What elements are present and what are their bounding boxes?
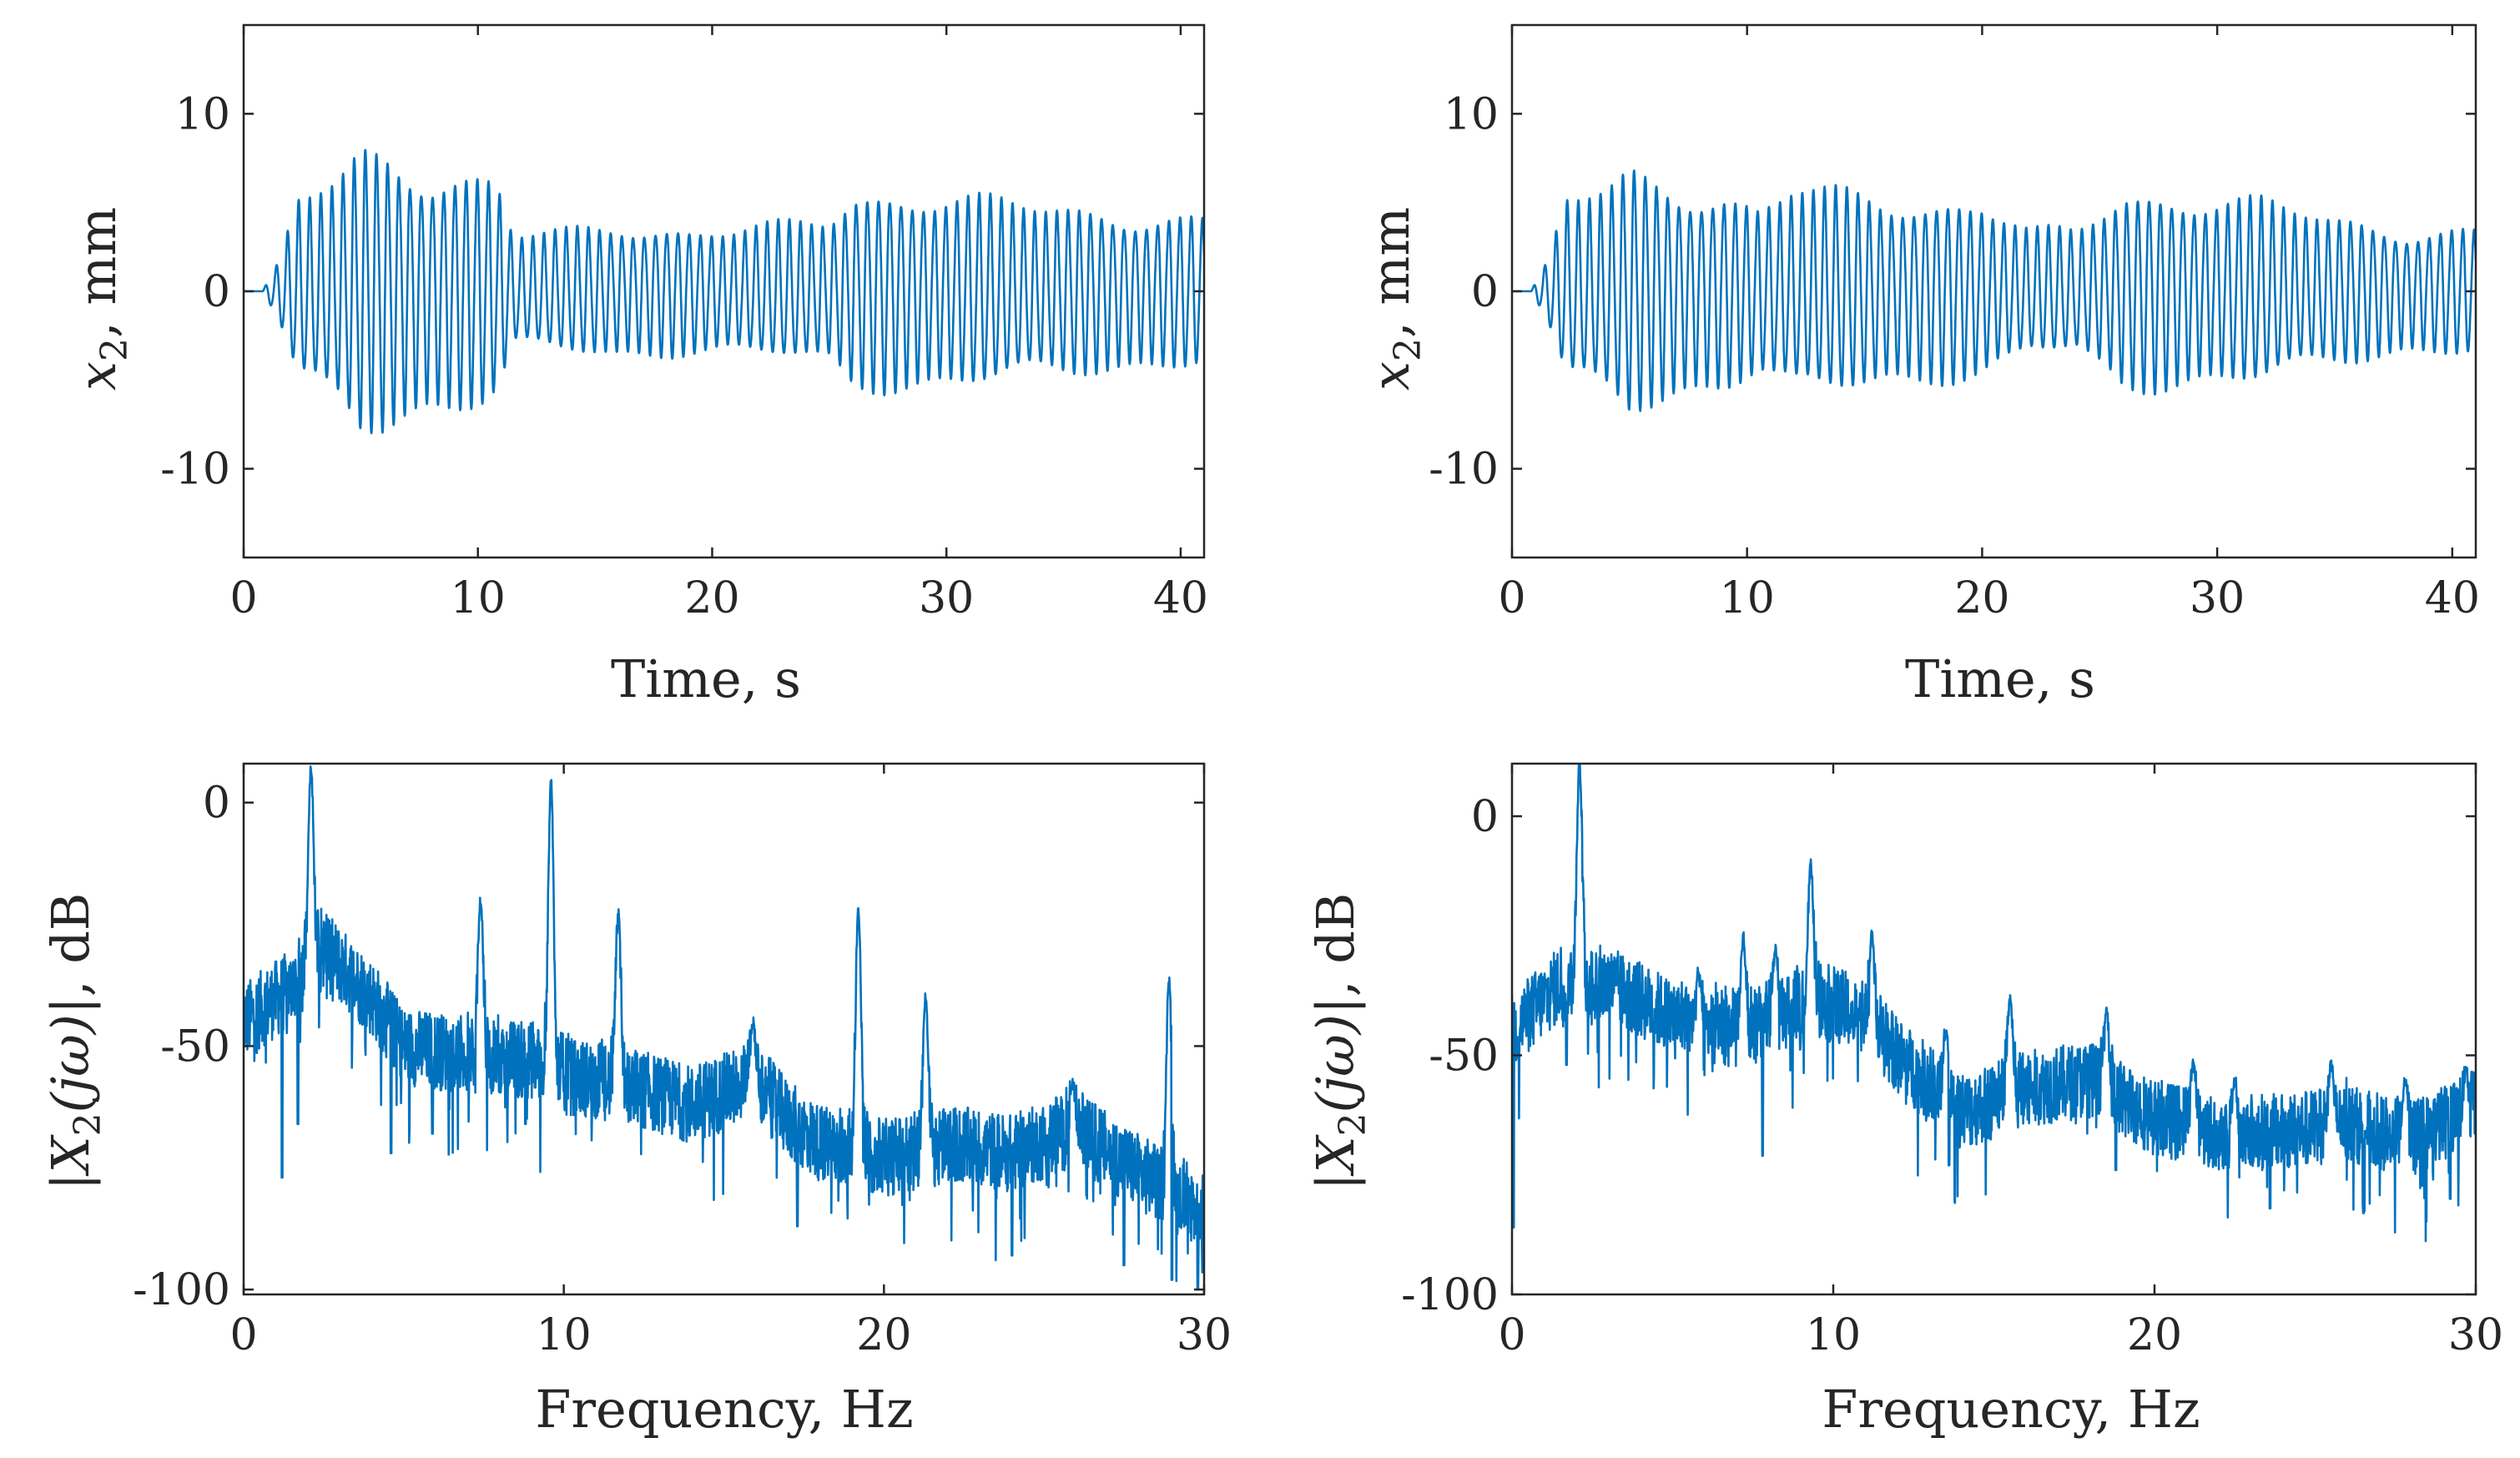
x-tick-label: 0: [229, 573, 257, 623]
x-tick-label: 0: [1498, 1310, 1525, 1360]
y-tick-label: 0: [203, 267, 230, 317]
y-tick-label: -100: [1401, 1270, 1499, 1320]
ylabel-freq-right: |X2(jω)|, dB: [1305, 893, 1374, 1191]
y-tick-label: 0: [1471, 792, 1499, 842]
x-tick-label: 30: [1177, 1310, 1232, 1360]
data-series-freq-left: [244, 765, 1204, 1291]
xlabel-time-right: Time, s: [1905, 648, 2095, 709]
ylabel-time-left: x2, mm: [67, 207, 136, 391]
data-series-time-left: [244, 149, 1204, 435]
y-tick-label: -10: [1429, 445, 1499, 495]
y-tick-label: -50: [1429, 1032, 1499, 1082]
y-tick-label: -50: [160, 1022, 230, 1072]
axes-box: [1510, 762, 2477, 1296]
ylabel-time-right: x2, mm: [1360, 207, 1429, 391]
axes-box: [242, 762, 1206, 1296]
x-tick-label: 10: [1720, 573, 1775, 623]
x-tick-label: 0: [1498, 573, 1525, 623]
xlabel-freq-right: Frequency, Hz: [1822, 1379, 2200, 1440]
panel-freq-left: Frequency, Hz |X2(jω)|, dB 0 10 20 30 -100 -5…: [40, 762, 1232, 1440]
x-tick-label: 20: [684, 573, 739, 623]
x-tick-label: 40: [2425, 573, 2480, 623]
xlabel-freq-left: Frequency, Hz: [535, 1379, 913, 1440]
x-tick-label: 10: [1806, 1310, 1861, 1360]
y-tick-label: 10: [1444, 89, 1499, 139]
x-tick-label: 20: [856, 1310, 911, 1360]
ylabel-freq-left: |X2(jω)|, dB: [40, 893, 109, 1191]
x-tick-label: 30: [2190, 573, 2245, 623]
y-tick-label: -100: [133, 1265, 230, 1315]
y-tick-label: 0: [1471, 267, 1499, 317]
data-series-freq-right: [1512, 764, 2476, 1243]
data-series-time-right: [1512, 169, 2476, 412]
x-tick-label: 10: [451, 573, 506, 623]
x-tick-label: 30: [919, 573, 974, 623]
x-tick-label: 20: [1954, 573, 2009, 623]
panel-freq-right: Frequency, Hz |X2(jω)|, dB 0 10 20 30 -100 -5…: [1305, 762, 2503, 1440]
x-tick-label: 40: [1153, 573, 1208, 623]
y-tick-label: 0: [203, 779, 230, 829]
xlabel-time-left: Time, s: [611, 648, 801, 709]
panel-time-left: Time, s x2, mm 0 10 20 30 40 -10 0 10: [67, 23, 1208, 709]
x-tick-label: 30: [2448, 1310, 2503, 1360]
panel-time-right: Time, s x2, mm 0 10 20 30 40 -10 0 10: [1360, 23, 2480, 709]
y-tick-label: 10: [175, 89, 230, 139]
y-tick-label: -10: [160, 445, 230, 495]
x-tick-label: 0: [229, 1310, 257, 1360]
x-tick-label: 10: [537, 1310, 592, 1360]
x-tick-label: 20: [2127, 1310, 2182, 1360]
